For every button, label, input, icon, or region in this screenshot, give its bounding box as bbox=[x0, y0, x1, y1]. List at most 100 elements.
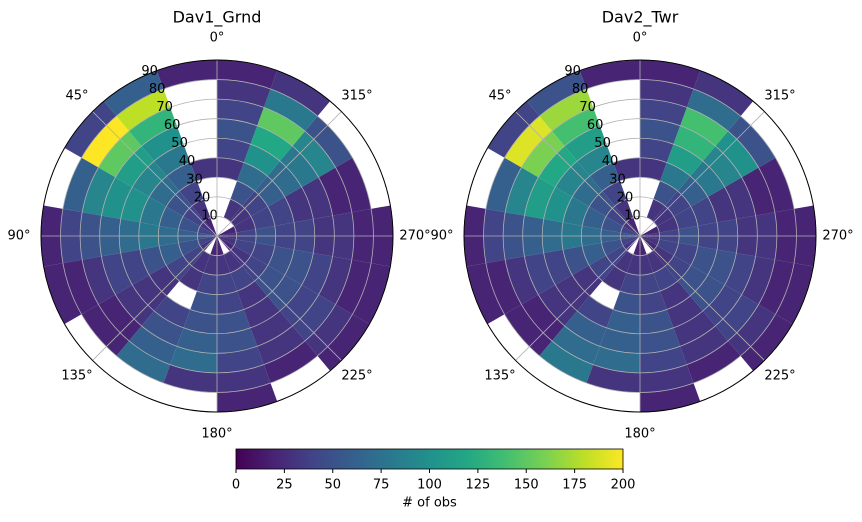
heat-cell bbox=[524, 252, 556, 295]
heat-cell bbox=[217, 272, 238, 295]
r-tick-label: 70 bbox=[579, 100, 596, 115]
heat-cell bbox=[318, 167, 352, 216]
heat-cell bbox=[190, 291, 217, 315]
heat-cell bbox=[243, 144, 280, 177]
heat-cell bbox=[640, 254, 654, 276]
heat-cell bbox=[101, 252, 133, 295]
heat-cell bbox=[304, 304, 353, 356]
heat-cell bbox=[640, 383, 701, 412]
heat-cell bbox=[132, 161, 167, 197]
heat-cell bbox=[217, 236, 237, 246]
heat-cell bbox=[317, 314, 370, 371]
heat-cell bbox=[217, 118, 258, 145]
heat-cell bbox=[601, 239, 624, 256]
heat-cell bbox=[539, 340, 594, 384]
heat-cell bbox=[176, 327, 217, 354]
heat-cell bbox=[572, 176, 603, 207]
heat-cell bbox=[614, 199, 634, 222]
colorbar-tick-label: 50 bbox=[324, 478, 341, 493]
chart-title: Dav1_Grnd bbox=[173, 8, 262, 28]
heat-cell bbox=[640, 364, 694, 393]
theta-tick-label: 45° bbox=[488, 88, 511, 103]
heat-cell bbox=[149, 265, 180, 296]
r-tick-label: 60 bbox=[587, 118, 604, 133]
heat-cell bbox=[640, 118, 681, 145]
heat-cell bbox=[665, 191, 691, 217]
heat-cell bbox=[620, 226, 640, 236]
theta-tick-label: 180° bbox=[201, 427, 232, 442]
heat-cell bbox=[656, 216, 679, 233]
r-tick-label: 80 bbox=[149, 82, 166, 97]
heat-cell bbox=[141, 310, 184, 347]
heat-cell bbox=[666, 144, 703, 177]
heat-cell bbox=[555, 161, 590, 197]
heat-cell bbox=[646, 199, 666, 222]
theta-tick-label: 270° bbox=[822, 229, 853, 244]
heat-cell bbox=[640, 309, 674, 334]
heat-cell bbox=[673, 310, 716, 347]
heat-cell bbox=[292, 131, 336, 178]
heat-cell bbox=[166, 191, 192, 217]
heat-cell bbox=[562, 196, 590, 226]
angular-grid-line bbox=[639, 235, 765, 361]
heat-cell bbox=[154, 295, 191, 328]
heat-cell bbox=[582, 242, 607, 266]
heat-cell bbox=[203, 254, 217, 276]
heat-cell bbox=[564, 125, 607, 162]
heat-cell bbox=[292, 294, 336, 341]
theta-tick-label: 0° bbox=[210, 31, 225, 46]
colorbar-tick-label: 25 bbox=[276, 478, 293, 493]
heat-cell bbox=[586, 364, 640, 393]
heat-cell bbox=[210, 236, 217, 256]
heat-cell bbox=[613, 291, 640, 315]
heat-cell bbox=[223, 250, 243, 273]
heat-cell bbox=[132, 275, 167, 311]
heat-cell bbox=[640, 236, 660, 246]
heat-cell bbox=[156, 60, 217, 89]
heat-cell bbox=[279, 284, 319, 326]
theta-tick-label: 90° bbox=[430, 229, 453, 244]
heat-cell bbox=[335, 157, 372, 213]
angular-grid-line bbox=[216, 111, 342, 237]
theta-tick-label: 180° bbox=[624, 427, 655, 442]
heat-cell bbox=[690, 275, 725, 311]
theta-tick-label: 90° bbox=[7, 229, 30, 244]
heat-cell bbox=[139, 196, 167, 226]
theta-tick-label: 315° bbox=[764, 88, 795, 103]
heat-cell bbox=[741, 167, 775, 216]
heat-cell bbox=[577, 144, 614, 177]
theta-tick-label: 0° bbox=[633, 31, 648, 46]
heat-cell bbox=[640, 236, 647, 256]
heat-cell bbox=[690, 161, 725, 197]
heat-cell bbox=[599, 327, 640, 354]
heat-cell bbox=[230, 180, 255, 207]
heat-cell bbox=[178, 239, 201, 256]
heat-cell bbox=[485, 157, 522, 213]
r-tick-label: 60 bbox=[164, 118, 181, 133]
heat-cell bbox=[230, 265, 255, 292]
heat-cell bbox=[724, 252, 756, 295]
heat-cell bbox=[43, 263, 82, 324]
heat-cell bbox=[82, 256, 116, 305]
heat-cell bbox=[178, 216, 201, 233]
heat-cell bbox=[304, 116, 353, 168]
heat-cell bbox=[640, 79, 694, 108]
heat-cell bbox=[116, 88, 171, 132]
colorbar-tick-label: 125 bbox=[465, 478, 490, 493]
heat-cell bbox=[521, 131, 565, 178]
heat-cell bbox=[562, 246, 590, 276]
colorbar-tick-label: 100 bbox=[417, 478, 442, 493]
heat-cell bbox=[217, 309, 251, 334]
heat-cell bbox=[466, 263, 505, 324]
heat-cell bbox=[673, 206, 698, 230]
heat-cell bbox=[318, 256, 352, 305]
heat-cell bbox=[243, 295, 280, 328]
heat-cell bbox=[686, 340, 741, 384]
heat-cell bbox=[652, 206, 674, 227]
heat-cell bbox=[267, 161, 302, 197]
heat-cell bbox=[64, 101, 117, 158]
heat-cell bbox=[190, 157, 217, 181]
heat-cell bbox=[620, 236, 640, 246]
heat-cell bbox=[159, 242, 184, 266]
heat-cell bbox=[196, 272, 217, 295]
